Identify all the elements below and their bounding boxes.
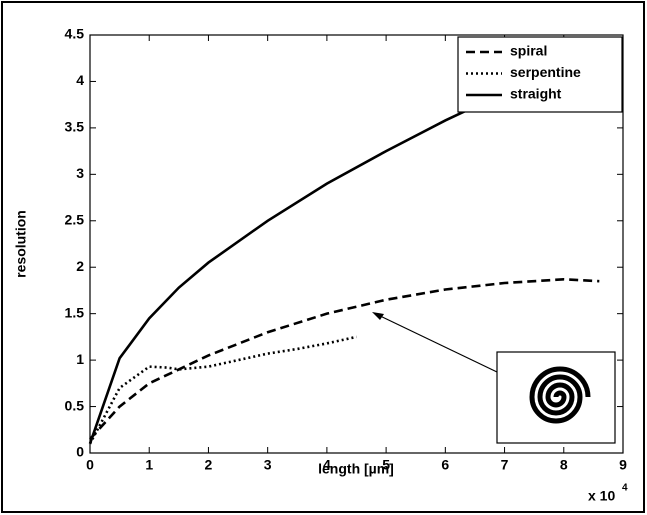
inset-box bbox=[496, 351, 616, 444]
series-line bbox=[89, 277, 600, 440]
legend-box bbox=[457, 36, 623, 113]
x-axis-label: length [µm] bbox=[318, 461, 394, 477]
x-tick-label: 1 bbox=[145, 457, 153, 473]
x-tick-label: 5 bbox=[382, 457, 390, 473]
legend-label: straight bbox=[510, 86, 562, 102]
y-axis-label: resolution bbox=[13, 210, 29, 278]
y-tick-label: 4.5 bbox=[65, 26, 85, 42]
spiral-icon bbox=[529, 366, 591, 424]
y-tick-label: 2.5 bbox=[65, 211, 85, 227]
legend: spiral serpentine straight bbox=[457, 36, 623, 113]
x-tick-label: 0 bbox=[86, 457, 94, 473]
y-tick-label: 2 bbox=[76, 258, 84, 274]
y-tick-label: 1.5 bbox=[65, 304, 85, 320]
x-tick-label: 9 bbox=[619, 457, 627, 473]
legend-label: spiral bbox=[510, 43, 547, 59]
y-tick-label: 3 bbox=[76, 165, 84, 181]
x-tick-label: 7 bbox=[501, 457, 509, 473]
y-tick-label: 1 bbox=[76, 351, 84, 367]
x-multiplier-exponent: 4 bbox=[622, 483, 628, 494]
y-tick-label: 4 bbox=[76, 72, 84, 88]
axes-box bbox=[89, 34, 624, 454]
y-tick-label: 0 bbox=[76, 444, 84, 460]
x-tick-label: 6 bbox=[441, 457, 449, 473]
y-tick-label: 3.5 bbox=[65, 119, 85, 135]
x-tick-label: 4 bbox=[323, 457, 331, 473]
legend-label: serpentine bbox=[510, 64, 581, 80]
arrow bbox=[373, 312, 498, 373]
x-tick-label: 3 bbox=[264, 457, 272, 473]
arrow-head bbox=[372, 312, 384, 320]
y-tick-label: 0.5 bbox=[65, 397, 85, 413]
x-tick-label: 2 bbox=[205, 457, 213, 473]
inset bbox=[372, 312, 616, 444]
x-multiplier: x 10 bbox=[588, 488, 615, 504]
x-tick-label: 8 bbox=[560, 457, 568, 473]
